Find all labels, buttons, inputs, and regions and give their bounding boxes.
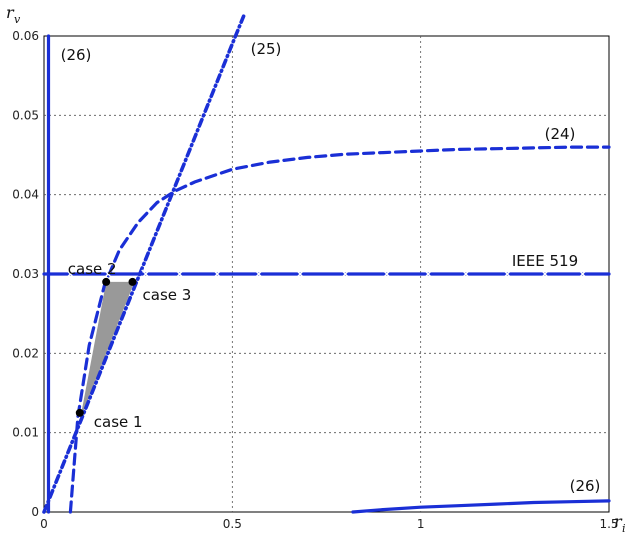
annotations: (24) (25) (26) (26) IEEE 519 case 1 case 2 case… — [61, 40, 601, 495]
series-marker — [340, 269, 350, 279]
tick-labels: 0 0.5 1 1.5 0 0.01 0.02 0.03 0.04 0.05 0.06 — [12, 29, 618, 531]
series-line — [68, 145, 611, 514]
case-point — [128, 277, 137, 286]
x-axis-title: r — [614, 512, 623, 531]
y-tick-label: 0.01 — [12, 426, 39, 440]
series-marker — [65, 269, 75, 279]
series-line — [42, 14, 246, 514]
x-tick-label: 0.5 — [223, 517, 242, 531]
series-line — [351, 499, 611, 514]
y-tick-label: 0.02 — [12, 346, 39, 360]
series-marker — [382, 269, 392, 279]
series-marker — [578, 269, 588, 279]
x-tick-label: 1.5 — [599, 517, 618, 531]
series-marker — [540, 269, 550, 279]
series-marker — [212, 269, 222, 279]
series-marker — [103, 269, 113, 279]
case-point — [75, 408, 84, 417]
series — [42, 14, 611, 514]
series-marker — [141, 269, 151, 279]
case-points — [75, 277, 137, 417]
y-tick-label: 0.04 — [12, 188, 39, 202]
axis-labels: r v r i — [6, 3, 626, 535]
series-marker — [254, 269, 264, 279]
x-axis-title-sub: i — [622, 522, 626, 535]
series-marker — [175, 269, 185, 279]
series-marker — [295, 269, 305, 279]
series-marker — [461, 269, 471, 279]
y-tick-label: 0.05 — [12, 108, 39, 122]
series-label: (26) — [570, 477, 601, 495]
series-label: (26) — [61, 46, 92, 64]
y-axis-title: r — [6, 3, 15, 22]
x-tick-label: 0 — [40, 517, 48, 531]
y-tick-label: 0.03 — [12, 267, 39, 281]
case-label: case 1 — [94, 413, 143, 431]
x-tick-label: 1 — [417, 517, 425, 531]
series-label: (24) — [545, 125, 576, 143]
y-axis-title-sub: v — [14, 13, 21, 26]
y-tick-label: 0 — [31, 505, 39, 519]
case-label: case 3 — [143, 286, 192, 304]
series-marker — [423, 269, 433, 279]
series-label: IEEE 519 — [512, 252, 578, 270]
case-label: case 2 — [68, 260, 117, 278]
series-label: (25) — [251, 40, 282, 58]
case-point — [102, 277, 111, 286]
y-tick-label: 0.06 — [12, 29, 39, 43]
series-marker — [502, 269, 512, 279]
